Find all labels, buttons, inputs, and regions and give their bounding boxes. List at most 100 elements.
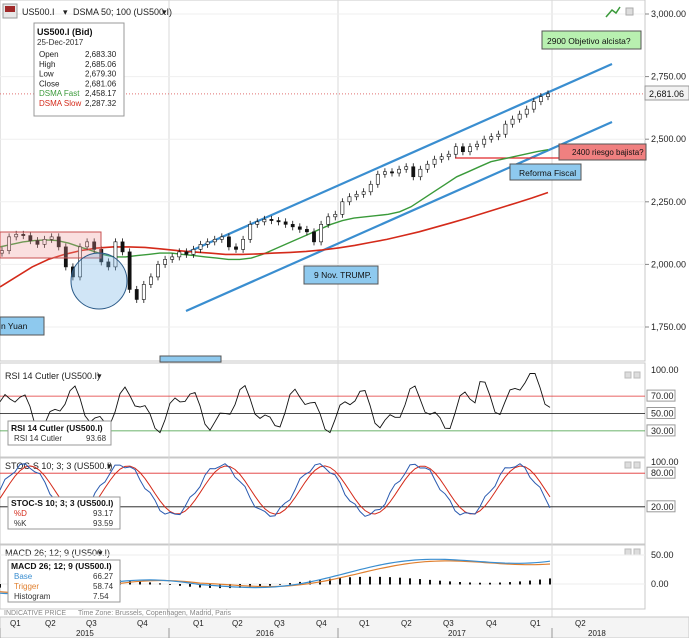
channel-lower-line[interactable] bbox=[185, 120, 613, 313]
candle[interactable] bbox=[312, 231, 316, 243]
candle[interactable] bbox=[92, 241, 97, 250]
candle[interactable] bbox=[524, 108, 529, 115]
pin-icon[interactable] bbox=[625, 7, 634, 16]
candle[interactable] bbox=[269, 219, 274, 221]
candle[interactable] bbox=[163, 259, 167, 265]
candle[interactable] bbox=[42, 239, 47, 245]
rsi-settings-icon[interactable] bbox=[624, 371, 632, 379]
candle[interactable] bbox=[198, 244, 203, 250]
candle[interactable] bbox=[184, 251, 189, 255]
target-annotation[interactable]: 2900 Objetivo alcista? bbox=[541, 30, 642, 50]
candle[interactable] bbox=[149, 276, 153, 285]
study-label[interactable]: DSMA 50; 100 (US500.I) bbox=[73, 7, 172, 17]
candle[interactable] bbox=[453, 146, 458, 155]
candle[interactable] bbox=[35, 240, 40, 245]
candle[interactable] bbox=[432, 158, 437, 165]
candle[interactable] bbox=[127, 251, 132, 290]
study-dropdown-icon[interactable]: ▾ bbox=[162, 7, 167, 17]
candle[interactable] bbox=[482, 138, 487, 145]
candle[interactable] bbox=[7, 236, 11, 251]
candle[interactable] bbox=[340, 201, 345, 215]
candle[interactable] bbox=[297, 226, 302, 230]
candle[interactable] bbox=[326, 216, 331, 225]
candle[interactable] bbox=[418, 168, 423, 178]
candle[interactable] bbox=[347, 196, 352, 203]
candle[interactable] bbox=[517, 113, 522, 120]
candle[interactable] bbox=[156, 264, 160, 278]
macd-title[interactable]: MACD 26; 12; 9 (US500.I) bbox=[5, 548, 110, 558]
candle[interactable] bbox=[446, 153, 451, 158]
candle[interactable] bbox=[212, 239, 217, 243]
candle[interactable] bbox=[354, 193, 359, 198]
candle[interactable] bbox=[262, 219, 267, 223]
macd-settings-icon[interactable] bbox=[624, 548, 632, 556]
candle[interactable] bbox=[531, 101, 536, 110]
candle[interactable] bbox=[539, 96, 543, 102]
candle[interactable] bbox=[368, 183, 373, 193]
candle[interactable] bbox=[85, 241, 89, 248]
candle[interactable] bbox=[510, 118, 515, 125]
yuan-annotation[interactable]: n Yuan bbox=[0, 316, 45, 336]
range-rectangle[interactable] bbox=[0, 231, 102, 259]
candle[interactable] bbox=[439, 156, 444, 160]
candle[interactable] bbox=[21, 234, 26, 236]
trend-icon[interactable] bbox=[605, 6, 621, 18]
symbol-dropdown-icon[interactable]: ▾ bbox=[63, 7, 68, 17]
candle[interactable] bbox=[63, 246, 68, 268]
rsi-dropdown-icon[interactable]: ▾ bbox=[97, 371, 102, 381]
candle[interactable] bbox=[468, 146, 472, 153]
rsi-close-icon[interactable] bbox=[633, 371, 641, 379]
candle[interactable] bbox=[489, 136, 494, 140]
stoch-dropdown-icon[interactable]: ▾ bbox=[107, 461, 112, 471]
candle[interactable] bbox=[134, 289, 139, 300]
candle[interactable] bbox=[383, 171, 387, 175]
candle[interactable] bbox=[113, 241, 118, 268]
candle[interactable] bbox=[361, 191, 366, 195]
risk-annotation[interactable]: 2400 riesgo bajista? bbox=[558, 143, 647, 161]
highlight-circle[interactable] bbox=[70, 252, 128, 310]
candle[interactable] bbox=[290, 224, 295, 228]
rsi-title[interactable]: RSI 14 Cutler (US500.I) bbox=[5, 371, 100, 381]
candle[interactable] bbox=[106, 261, 111, 268]
candle[interactable] bbox=[248, 224, 253, 240]
macd-close-icon[interactable] bbox=[633, 548, 641, 556]
candle[interactable] bbox=[390, 171, 394, 174]
candle[interactable] bbox=[333, 214, 338, 218]
candle[interactable] bbox=[375, 173, 380, 185]
candle[interactable] bbox=[191, 249, 196, 255]
stoch-close-icon[interactable] bbox=[633, 461, 641, 469]
macd-dropdown-icon[interactable]: ▾ bbox=[98, 548, 103, 558]
candle[interactable] bbox=[503, 123, 508, 135]
candle[interactable] bbox=[255, 221, 260, 225]
candle[interactable] bbox=[120, 241, 125, 253]
candle[interactable] bbox=[404, 166, 409, 170]
candle[interactable] bbox=[475, 143, 479, 148]
candle[interactable] bbox=[219, 236, 224, 240]
candle[interactable] bbox=[241, 239, 245, 250]
candle[interactable] bbox=[177, 251, 182, 258]
candle[interactable] bbox=[141, 284, 146, 300]
candle[interactable] bbox=[49, 236, 54, 240]
candle[interactable] bbox=[425, 163, 430, 170]
jan-annotation[interactable] bbox=[159, 355, 222, 363]
candle[interactable] bbox=[496, 133, 501, 137]
symbol-label[interactable]: US500.I bbox=[22, 7, 55, 17]
candle[interactable] bbox=[319, 224, 323, 243]
candle[interactable] bbox=[56, 236, 61, 248]
candle[interactable] bbox=[28, 235, 33, 241]
candle[interactable] bbox=[205, 241, 210, 245]
candle[interactable] bbox=[276, 220, 281, 223]
candle[interactable] bbox=[397, 168, 401, 174]
stoch-title[interactable]: STOC-S 10; 3; 3 (US500.I) bbox=[5, 461, 112, 471]
candle[interactable] bbox=[14, 234, 19, 238]
stoch-settings-icon[interactable] bbox=[624, 461, 632, 469]
candle[interactable] bbox=[546, 93, 550, 97]
candle[interactable] bbox=[227, 236, 231, 248]
candle[interactable] bbox=[411, 166, 416, 178]
candle[interactable] bbox=[305, 229, 309, 233]
trump-annotation[interactable]: 9 Nov. TRUMP. bbox=[303, 265, 379, 285]
candle[interactable] bbox=[234, 246, 238, 250]
candle[interactable] bbox=[170, 256, 175, 260]
candle[interactable] bbox=[283, 221, 288, 225]
candle[interactable] bbox=[461, 146, 465, 153]
